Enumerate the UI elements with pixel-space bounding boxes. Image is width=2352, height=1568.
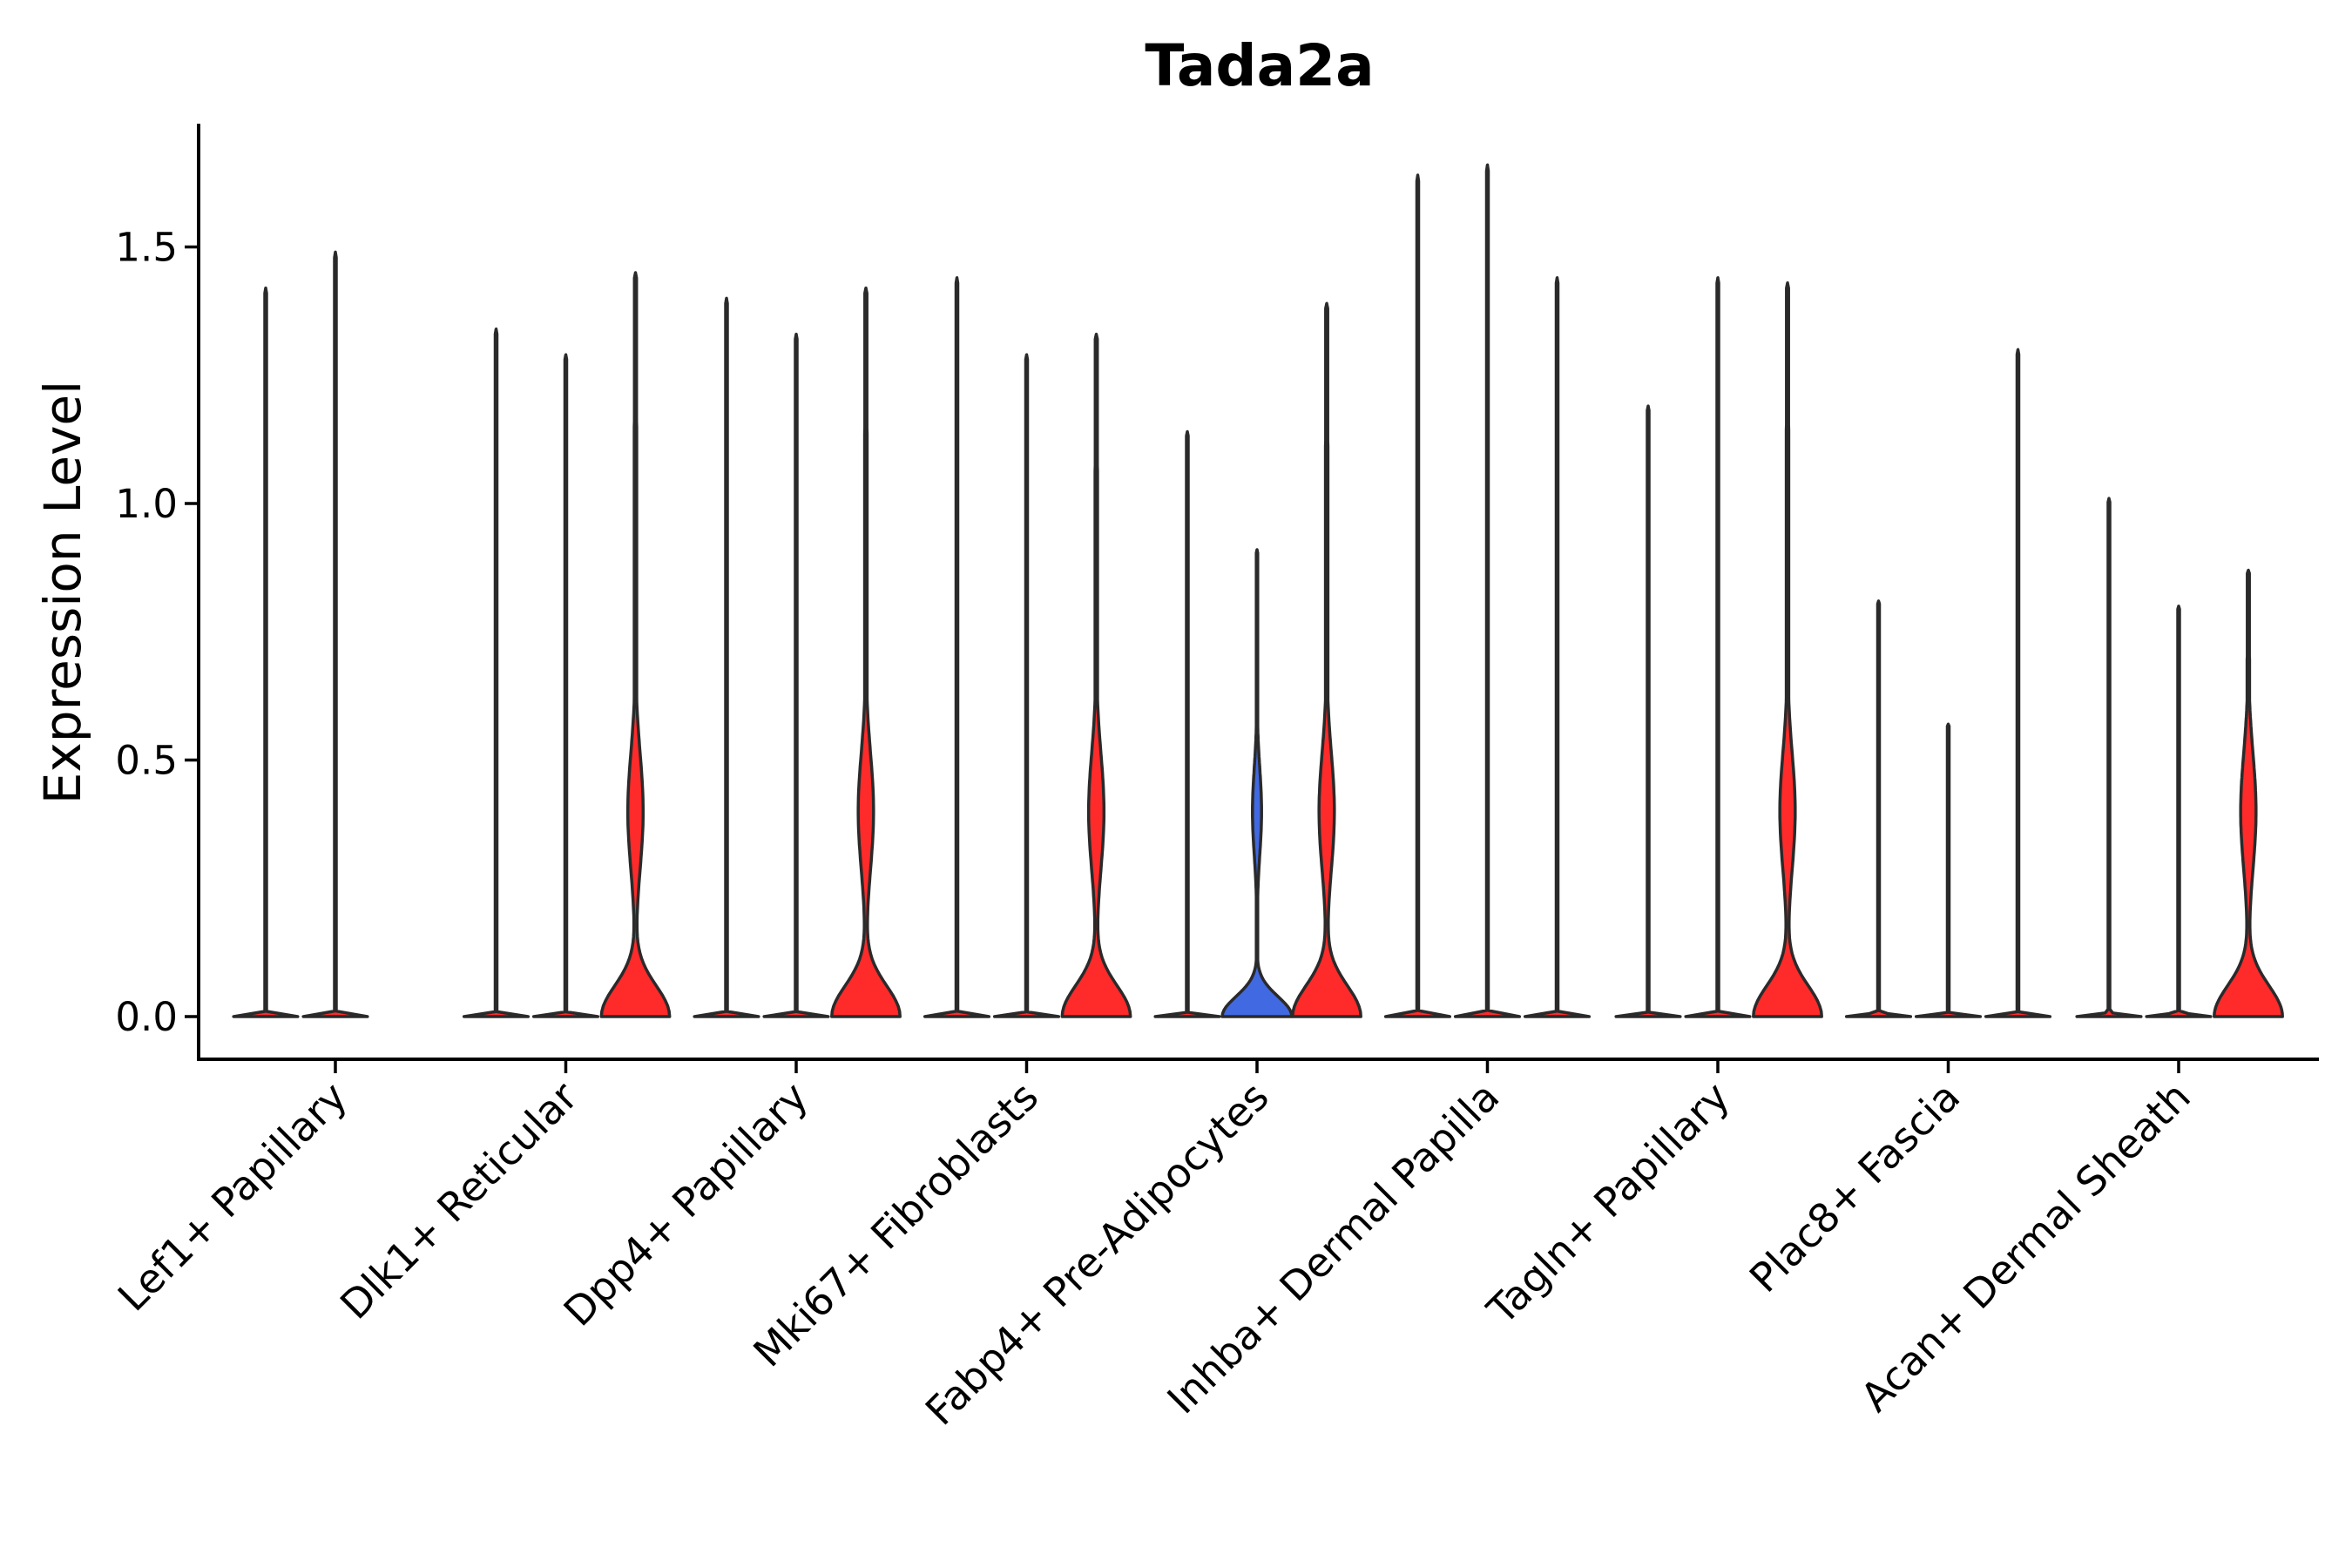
violin-6-1 xyxy=(1684,276,1752,1018)
violin-1-2 xyxy=(599,271,672,1018)
violin-5-1 xyxy=(1453,163,1522,1018)
y-axis-label: Expression Level xyxy=(33,381,92,804)
violin-5-0 xyxy=(1383,173,1452,1018)
violin-8-0 xyxy=(2075,497,2143,1018)
violin-4-0 xyxy=(1153,429,1221,1018)
y-tick-label: 1.0 xyxy=(115,481,178,527)
violin-2-0 xyxy=(693,296,760,1018)
violin-1-1 xyxy=(531,353,600,1018)
violin-3-2 xyxy=(1060,332,1132,1018)
violin-0-1 xyxy=(301,250,369,1018)
violin-4-1 xyxy=(1220,548,1294,1018)
violin-0-0 xyxy=(232,286,300,1018)
x-tick-label: Plac8+ Fascia xyxy=(1740,1073,1969,1301)
violin-6-2 xyxy=(1752,280,1823,1018)
chart-title: Tada2a xyxy=(1145,32,1374,99)
violin-2-2 xyxy=(830,286,902,1018)
violin-8-1 xyxy=(2145,605,2213,1018)
violin-7-1 xyxy=(1914,722,1983,1018)
violin-6-0 xyxy=(1614,404,1682,1018)
violin-4-2 xyxy=(1291,301,1362,1018)
violin-3-0 xyxy=(923,276,991,1018)
violin-layer xyxy=(232,163,2284,1018)
x-tick-label: Lef1+ Papillary xyxy=(109,1073,356,1321)
x-tick-label: Tagln+ Papillary xyxy=(1477,1073,1739,1335)
violin-7-0 xyxy=(1844,599,1913,1018)
y-tick-label: 0.5 xyxy=(115,738,178,784)
violin-2-1 xyxy=(762,332,830,1018)
y-ticks: 0.0 0.5 1.0 1.5 xyxy=(115,225,199,1040)
violin-5-2 xyxy=(1523,276,1592,1018)
violin-8-2 xyxy=(2213,568,2284,1018)
violin-7-2 xyxy=(1984,348,2052,1018)
x-tick-label: Dpp4+ Papillary xyxy=(555,1073,817,1335)
y-tick-label: 0.0 xyxy=(115,994,178,1040)
y-tick-label: 1.5 xyxy=(115,225,178,271)
x-tick-label: Dlk1+ Reticular xyxy=(331,1073,586,1328)
violin-3-1 xyxy=(992,353,1061,1018)
violin-1-0 xyxy=(462,327,531,1018)
